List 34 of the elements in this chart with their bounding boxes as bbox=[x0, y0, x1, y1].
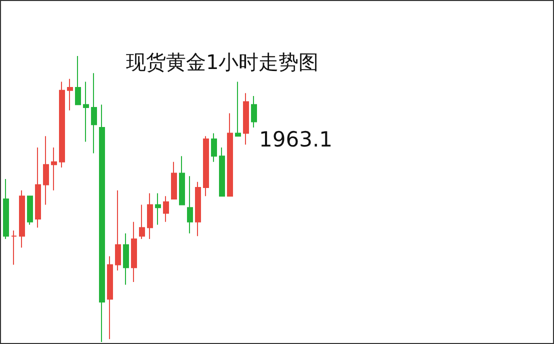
candlestick bbox=[75, 56, 81, 106]
candlestick bbox=[59, 81, 65, 168]
chart-title: 现货黄金1小时走势图 bbox=[126, 50, 319, 74]
candlestick bbox=[27, 196, 33, 226]
candlestick bbox=[131, 221, 137, 282]
candlestick bbox=[251, 96, 257, 128]
candlestick bbox=[99, 104, 105, 342]
candlestick bbox=[67, 78, 73, 111]
candlestick bbox=[83, 81, 89, 142]
candlestick bbox=[35, 147, 41, 228]
candlestick bbox=[3, 178, 9, 240]
candlestick bbox=[203, 136, 209, 197]
candlestick bbox=[243, 92, 249, 146]
candlestick bbox=[115, 190, 121, 271]
candlestick bbox=[219, 147, 225, 197]
candlestick bbox=[235, 81, 241, 137]
candlestick bbox=[43, 136, 49, 206]
candlestick bbox=[19, 190, 25, 248]
candlestick bbox=[227, 112, 233, 197]
candlestick bbox=[139, 204, 145, 240]
candlestick bbox=[163, 196, 169, 222]
candlestick bbox=[107, 256, 113, 340]
candlestick bbox=[171, 161, 177, 200]
text: 1963.1 bbox=[259, 128, 332, 152]
candlestick bbox=[123, 232, 129, 286]
candlestick bbox=[179, 156, 185, 206]
candlestick bbox=[211, 132, 217, 162]
candlestick bbox=[91, 72, 97, 154]
candlestick bbox=[51, 147, 57, 191]
candlestick bbox=[155, 192, 161, 226]
candlestick bbox=[187, 176, 193, 234]
candlestick bbox=[147, 192, 153, 240]
candlestick bbox=[195, 181, 201, 237]
candlestick bbox=[11, 230, 17, 266]
